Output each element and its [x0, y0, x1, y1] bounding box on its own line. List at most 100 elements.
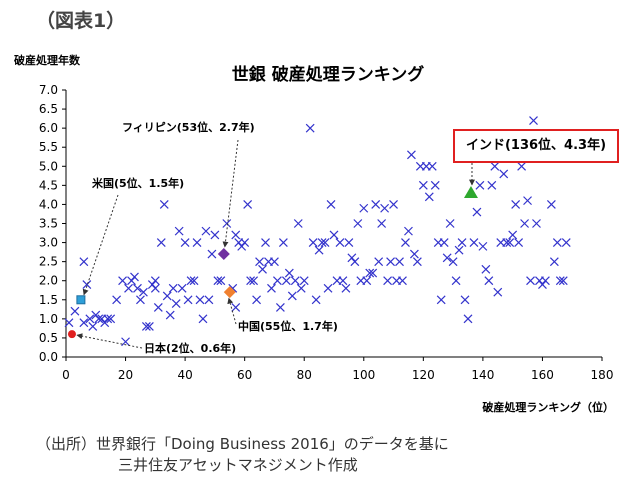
x-stroke [374, 257, 384, 267]
x-stroke [70, 306, 80, 316]
x-tick-label: 80 [297, 368, 312, 382]
point-marker [502, 238, 512, 247]
x-stroke [314, 245, 324, 255]
x-stroke [341, 283, 351, 293]
point-marker [469, 238, 479, 247]
y-tick-label: 5.5 [39, 140, 58, 154]
point-marker [463, 314, 473, 324]
x-stroke [246, 276, 256, 286]
y-tick-label: 5.0 [39, 159, 58, 173]
point-marker [275, 302, 285, 312]
x-stroke [442, 253, 452, 263]
point-marker [532, 219, 541, 228]
point-marker [153, 302, 163, 312]
x-tick-label: 20 [118, 368, 133, 382]
leader-usa [82, 194, 119, 296]
point-marker [121, 337, 130, 347]
x-stroke [481, 264, 491, 274]
source-note: （出所）世界銀行「Doing Business 2016」のデータを基に 三井住… [36, 434, 449, 476]
source-line-2: 三井住友アセットマネジメント作成 [118, 456, 358, 474]
point-marker [549, 257, 559, 267]
x-stroke [222, 219, 232, 228]
x-stroke [389, 200, 398, 209]
x-stroke [490, 161, 500, 171]
x-stroke [475, 180, 485, 190]
x-stroke [183, 295, 193, 305]
point-marker [529, 116, 538, 125]
point-marker [540, 276, 550, 286]
y-tick-label: 4.5 [39, 178, 58, 192]
x-stroke [64, 318, 74, 328]
point-marker [526, 276, 535, 286]
x-stroke [359, 203, 369, 213]
data-points [64, 116, 571, 347]
x-stroke [88, 322, 98, 331]
x-stroke [156, 238, 166, 247]
point-marker [338, 276, 348, 286]
point-marker [478, 241, 488, 251]
x-stroke [249, 276, 259, 286]
x-stroke [555, 276, 565, 286]
point-marker [156, 238, 166, 247]
point-marker [445, 219, 455, 228]
x-stroke [267, 283, 276, 293]
figure-label: （図表1） [36, 10, 126, 32]
x-tick-label: 40 [177, 368, 192, 382]
point-marker [320, 238, 330, 247]
y-tick-label: 2.5 [39, 255, 58, 269]
x-stroke [121, 337, 130, 347]
point-marker [561, 238, 571, 247]
x-stroke [404, 226, 413, 236]
x-stroke [380, 203, 390, 213]
x-stroke [427, 161, 437, 171]
x-stroke [532, 219, 541, 228]
x-stroke [103, 314, 113, 324]
point-marker [82, 280, 92, 289]
x-tick-label: 60 [237, 368, 252, 382]
x-stroke [240, 238, 250, 247]
point-marker [213, 276, 223, 286]
point-marker [177, 283, 187, 293]
point-marker [374, 257, 384, 267]
point-marker [189, 276, 199, 286]
x-stroke [549, 257, 559, 267]
point-フィリピン [217, 248, 230, 261]
x-stroke [323, 283, 333, 293]
point-marker [490, 161, 500, 171]
y-axis-title: 破産処理年数 [14, 54, 80, 67]
x-stroke [207, 249, 217, 259]
x-stroke [484, 276, 494, 286]
x-stroke [320, 238, 330, 247]
point-marker [150, 283, 160, 293]
point-marker [451, 276, 461, 286]
x-stroke [168, 283, 178, 293]
annotation-japan: 日本(2位、0.6年) [144, 341, 236, 355]
x-stroke [502, 238, 512, 247]
x-tick-label: 160 [531, 368, 554, 382]
x-stroke [546, 200, 556, 209]
point-marker [457, 238, 467, 247]
x-stroke [141, 322, 151, 331]
annotation-philippines: フィリピン(53位、2.7年) [122, 120, 255, 134]
annotation-usa: 米国(5位、1.5年) [91, 176, 184, 190]
x-stroke [448, 257, 458, 267]
x-stroke [133, 283, 142, 293]
point-marker [398, 276, 407, 286]
point-marker [481, 264, 491, 274]
point-marker [546, 200, 556, 209]
point-marker [255, 257, 264, 267]
point-marker [353, 219, 363, 228]
x-stroke [150, 276, 160, 286]
point-米国 [76, 295, 86, 305]
point-marker [323, 283, 333, 293]
y-tick-label: 6.0 [39, 121, 58, 135]
point-marker [195, 295, 205, 305]
point-marker [261, 238, 270, 247]
y-tick-label: 7.0 [39, 83, 58, 97]
point-marker [183, 295, 193, 305]
x-stroke [192, 238, 202, 247]
point-marker [222, 219, 232, 228]
point-marker [371, 200, 381, 209]
x-tick-label: 140 [471, 368, 494, 382]
